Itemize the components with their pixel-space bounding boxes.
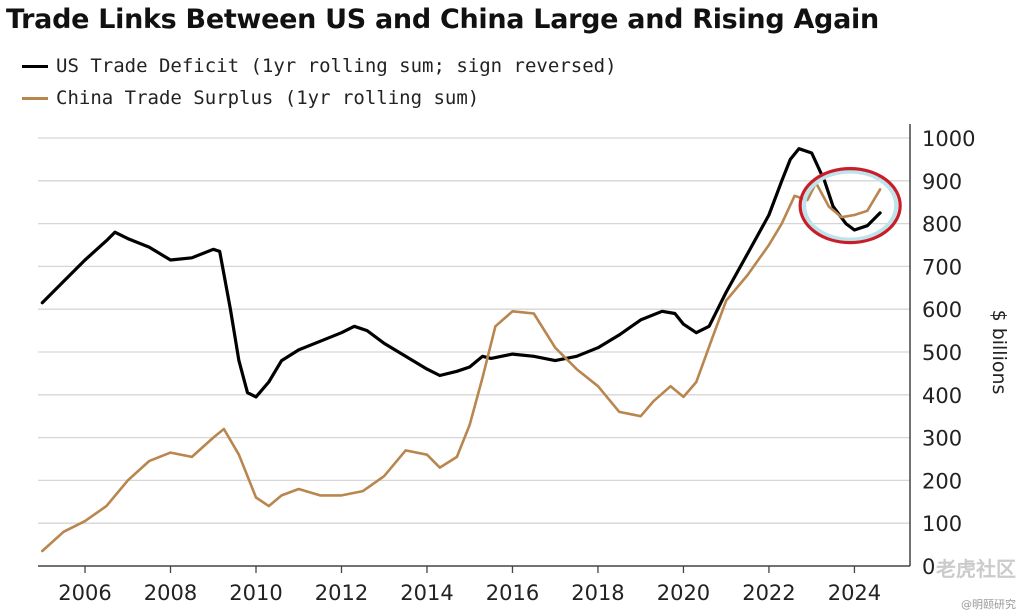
chart-series — [40, 147, 882, 553]
watermark-sub: @明颐研究 — [961, 598, 1016, 611]
x-tick-label: 2020 — [657, 581, 710, 605]
x-tick-label: 2006 — [58, 581, 111, 605]
legend-item-us-deficit: US Trade Deficit (1yr rolling sum; sign … — [22, 50, 617, 82]
x-tick-label: 2024 — [828, 581, 881, 605]
y-tick-label: 100 — [922, 512, 962, 536]
legend-swatch-china-surplus — [22, 96, 48, 100]
x-tick-label: 2012 — [315, 581, 368, 605]
chart-axes: 0 100 200 300 400 500 600 700 800 900 1000 2006 2008… — [38, 124, 1010, 605]
x-tick-label: 2014 — [400, 581, 453, 605]
x-tick-label: 2016 — [486, 581, 539, 605]
y-tick-label: 800 — [922, 213, 962, 237]
watermark: 老虎社区 — [936, 557, 1016, 581]
y-tick-label: 400 — [922, 384, 962, 408]
x-tick-label: 2008 — [144, 581, 197, 605]
y-tick-label: 900 — [922, 170, 962, 194]
series-line-0 — [40, 147, 882, 399]
y-tick-label: 600 — [922, 298, 962, 322]
y-tick-label: 200 — [922, 469, 962, 493]
y-tick-label: 1000 — [922, 127, 975, 151]
x-tick-label: 2018 — [571, 581, 624, 605]
y-axis-label: $ billions — [988, 310, 1010, 395]
grid-lines — [38, 137, 910, 524]
legend-label-china-surplus: China Trade Surplus (1yr rolling sum) — [56, 87, 480, 109]
legend-label-us-deficit: US Trade Deficit (1yr rolling sum; sign … — [56, 55, 617, 77]
x-tick-label: 2010 — [229, 581, 282, 605]
highlight-glow — [802, 169, 899, 242]
legend-swatch-us-deficit — [22, 64, 48, 68]
highlight-circle — [798, 167, 902, 245]
chart-legend: US Trade Deficit (1yr rolling sum; sign … — [22, 50, 617, 114]
y-tick-label: 700 — [922, 255, 962, 279]
x-tick-label: 2022 — [742, 581, 795, 605]
y-tick-label: 0 — [922, 555, 935, 579]
y-tick-label: 500 — [922, 341, 962, 365]
series-line-1 — [41, 181, 882, 553]
y-tick-label: 300 — [922, 427, 962, 451]
chart-annotations — [798, 167, 902, 245]
legend-item-china-surplus: China Trade Surplus (1yr rolling sum) — [22, 82, 617, 114]
chart-title: Trade Links Between US and China Large a… — [6, 4, 879, 35]
